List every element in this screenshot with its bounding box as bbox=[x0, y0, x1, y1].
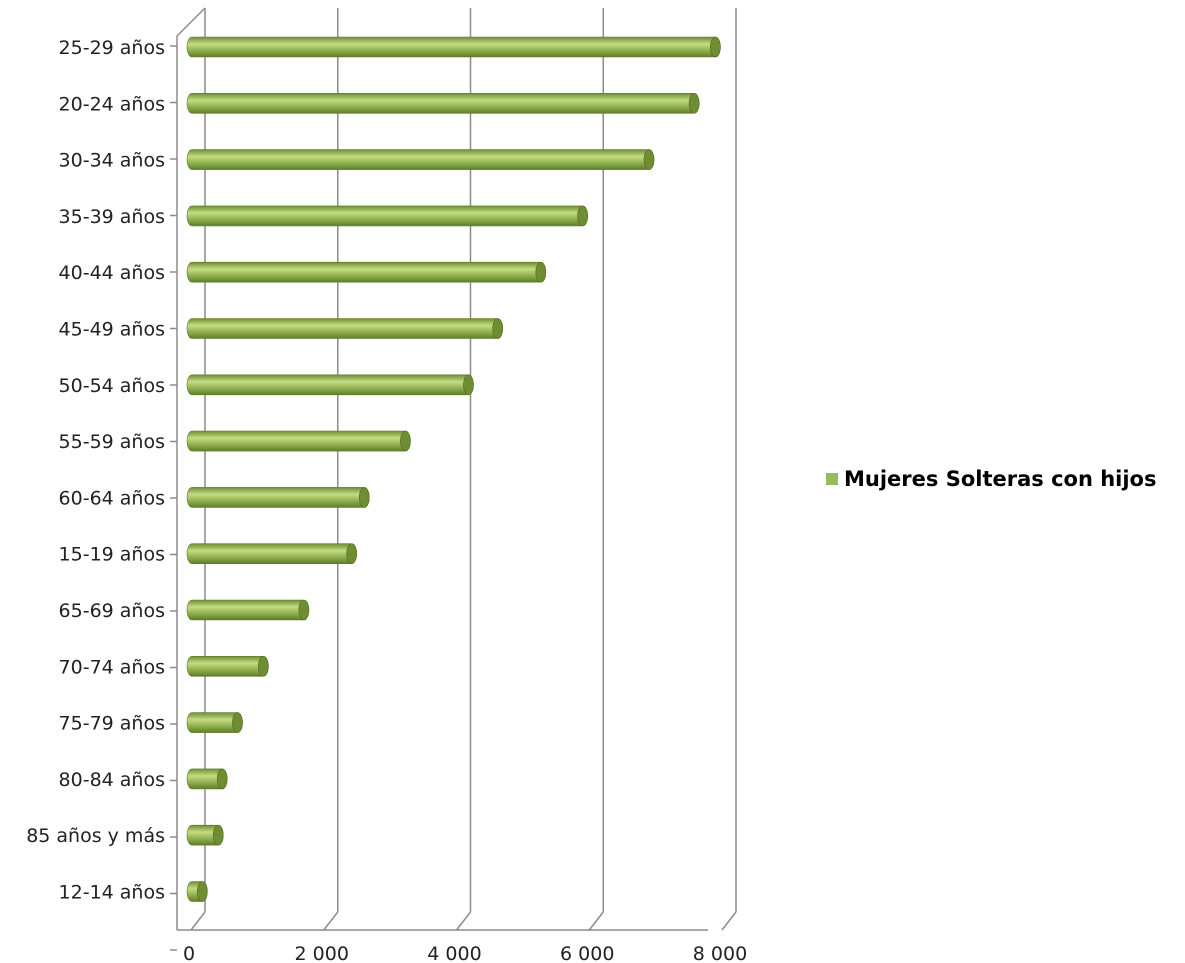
x-tick-label: 4 000 bbox=[427, 943, 481, 963]
x-tick-label: 8 000 bbox=[693, 943, 747, 963]
bar bbox=[186, 768, 228, 790]
bar bbox=[186, 318, 503, 339]
gridline-floor bbox=[588, 911, 604, 931]
bar bbox=[186, 655, 269, 677]
wall-edge bbox=[176, 7, 206, 37]
category-label: 50-54 años bbox=[59, 375, 165, 397]
x-tick-label: 2 000 bbox=[295, 943, 349, 963]
gridline-floor bbox=[721, 911, 737, 931]
category-label: 60-64 años bbox=[59, 487, 165, 509]
bar bbox=[186, 205, 588, 227]
bars bbox=[186, 36, 721, 902]
category-label: 85 años y más bbox=[26, 825, 165, 847]
category-label: 15-19 años bbox=[59, 544, 165, 566]
bar bbox=[186, 712, 243, 733]
category-label: 55-59 años bbox=[59, 431, 165, 453]
category-label: 75-79 años bbox=[59, 713, 165, 735]
bar bbox=[186, 149, 655, 170]
bar bbox=[186, 374, 474, 396]
category-label: 12-14 años bbox=[59, 882, 165, 904]
bar bbox=[186, 599, 310, 621]
category-label: 20-24 años bbox=[59, 93, 165, 115]
x-tick-label: 6 000 bbox=[560, 943, 614, 963]
category-label: 30-34 años bbox=[59, 150, 165, 172]
bar bbox=[186, 881, 208, 902]
bar bbox=[186, 430, 411, 452]
bar bbox=[186, 93, 700, 114]
gridline-floor bbox=[190, 911, 206, 931]
category-label: 35-39 años bbox=[59, 206, 165, 228]
bar bbox=[186, 487, 370, 508]
x-tick-label: 0 bbox=[183, 943, 195, 963]
bar bbox=[186, 543, 357, 565]
legend-swatch bbox=[826, 473, 838, 485]
bar bbox=[186, 824, 224, 846]
category-label: 70-74 años bbox=[59, 656, 165, 678]
category-labels: 25-29 años 20-24 años 30-34 años 35-39 años… bbox=[26, 37, 165, 904]
legend: Mujeres Solteras con hijos bbox=[826, 467, 1156, 491]
gridline-floor bbox=[323, 911, 339, 931]
bar bbox=[186, 36, 721, 58]
bar bbox=[186, 261, 547, 283]
x-tick-labels: 0 2 000 4 000 6 000 8 000 bbox=[183, 943, 747, 963]
category-label: 80-84 años bbox=[59, 769, 165, 791]
category-label: 40-44 años bbox=[59, 262, 165, 284]
category-label: 25-29 años bbox=[59, 37, 165, 59]
category-label: 65-69 años bbox=[59, 600, 165, 622]
category-label: 45-49 años bbox=[59, 319, 165, 341]
legend-label: Mujeres Solteras con hijos bbox=[844, 467, 1157, 491]
gridline-floor bbox=[455, 911, 472, 931]
